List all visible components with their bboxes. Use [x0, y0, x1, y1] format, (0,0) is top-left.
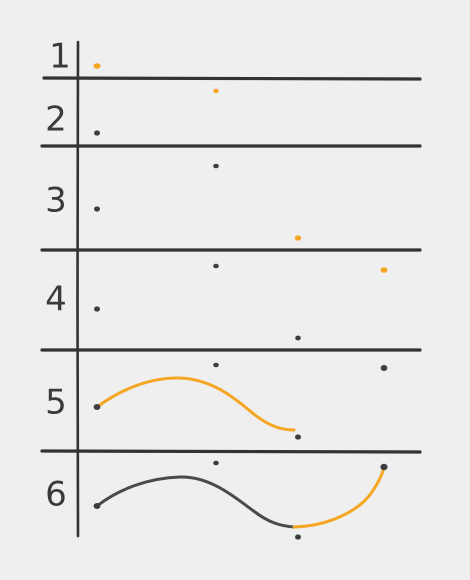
- row-1-dot-b: [213, 88, 219, 94]
- row-1-dot-a: [93, 63, 101, 69]
- row-4-dot-b: [380, 267, 388, 273]
- row-label-4: 4: [45, 280, 67, 320]
- row-3-dot-b: [294, 235, 302, 241]
- row-6-dot-end: [380, 463, 388, 471]
- row-6-curve-accent: [292, 465, 386, 529]
- divider-1: [42, 76, 422, 81]
- divider-5: [40, 449, 422, 454]
- row-label-2: 2: [45, 100, 67, 140]
- row-5-dot-a: [213, 362, 219, 368]
- row-4-dot-a: [213, 263, 219, 269]
- row-4-dot-c: [94, 306, 100, 312]
- row-2-dot-b: [213, 163, 219, 169]
- row-label-3: 3: [45, 181, 67, 221]
- row-5-dot-b: [380, 365, 388, 371]
- row-6-dot-start: [93, 503, 101, 509]
- row-6-curve-dark: [95, 475, 296, 529]
- vertical-axis: [76, 40, 80, 538]
- row-6-dot-a: [213, 460, 219, 466]
- row-5-dot-c: [295, 434, 301, 440]
- row-5-curve: [95, 376, 296, 432]
- row-3-dot-a: [94, 206, 100, 212]
- row-2-dot-a: [94, 130, 100, 136]
- row-label-5: 5: [45, 383, 67, 423]
- row-label-1: 1: [49, 37, 71, 77]
- row-5-dot-start: [93, 404, 101, 410]
- row-label-6: 6: [45, 475, 67, 515]
- row-4-dot-d: [295, 335, 301, 341]
- row-6-dot-b: [295, 534, 301, 540]
